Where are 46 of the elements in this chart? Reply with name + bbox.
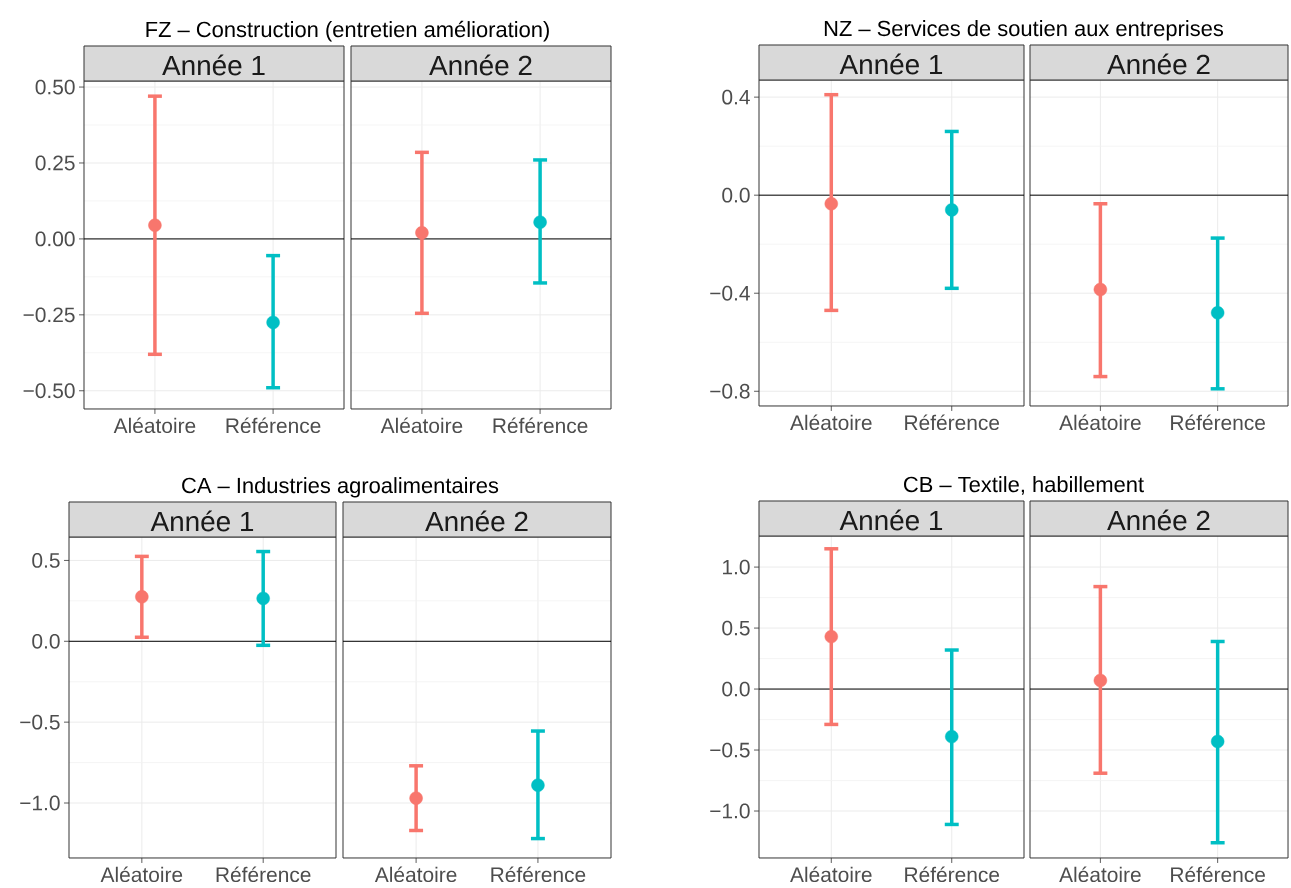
y-tick-label: 0.0 — [722, 681, 750, 697]
x-tick-label: Aléatoire — [380, 417, 463, 434]
chart-title: CB – Textile, habillement — [904, 476, 1144, 495]
y-tick-label: −0.5 — [710, 742, 750, 758]
x-tick-label: Aléatoire — [1059, 866, 1141, 883]
chart-subtitle: Année 1 — [162, 54, 265, 76]
y-tick-label: 0.00 — [35, 231, 75, 247]
x-tick-label: Aléatoire — [100, 866, 183, 883]
chart-subtitle: Année 2 — [1107, 53, 1210, 75]
y-tick-label: −1.0 — [710, 803, 750, 819]
x-tick-label: Référence — [226, 417, 321, 434]
chart-subtitle: Année 2 — [1107, 509, 1210, 531]
x-tick-label: Référence — [491, 866, 586, 883]
y-tick-label: −1.0 — [20, 795, 60, 811]
x-tick-label: Aléatoire — [113, 417, 196, 434]
y-tick-label: 1.0 — [723, 559, 750, 575]
x-tick-label: Référence — [493, 417, 588, 434]
x-tick-label: Aléatoire — [790, 414, 872, 431]
y-tick-label: 0.4 — [722, 89, 750, 105]
y-tick-label: −0.4 — [710, 285, 750, 301]
chart-title: NZ – Services de soutien aux entreprises — [824, 20, 1224, 41]
chart-subtitle: Année 1 — [839, 509, 943, 531]
x-tick-label: Aléatoire — [1059, 414, 1141, 431]
x-tick-label: Référence — [1171, 414, 1265, 431]
y-tick-label: −0.25 — [23, 307, 75, 323]
chart-title: CA – Industries agroalimentaires — [182, 477, 499, 498]
chart-subtitle: Année 2 — [429, 54, 532, 76]
x-tick-label: Référence — [216, 866, 311, 883]
y-tick-label: −0.50 — [23, 383, 75, 399]
y-tick-label: 0.5 — [32, 553, 60, 568]
x-tick-label: Aléatoire — [790, 866, 872, 883]
x-tick-label: Référence — [905, 866, 1000, 883]
y-tick-label: 0.25 — [35, 155, 75, 171]
x-tick-label: Référence — [905, 414, 1000, 431]
y-tick-label: 0.0 — [32, 633, 60, 649]
chart-subtitle: Année 2 — [425, 510, 528, 532]
y-tick-label: −0.8 — [710, 383, 750, 399]
x-tick-label: Référence — [1171, 866, 1265, 883]
y-tick-label: −0.5 — [20, 714, 60, 730]
y-tick-label: 0.50 — [35, 79, 75, 95]
chart-title: FZ – Construction (entretien amélioration) — [146, 20, 549, 42]
chart-subtitle: Année 1 — [150, 510, 254, 532]
x-tick-label: Aléatoire — [374, 866, 457, 883]
y-tick-label: 0.0 — [722, 187, 750, 203]
chart-subtitle: Année 1 — [839, 53, 943, 75]
y-tick-label: 0.5 — [722, 620, 750, 636]
